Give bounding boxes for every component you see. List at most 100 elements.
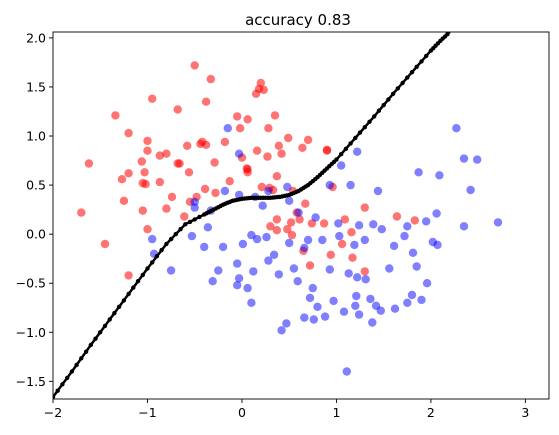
blue-class-point — [166, 266, 176, 275]
blue-class-point — [389, 241, 399, 251]
blue-class-point — [432, 209, 441, 218]
red-class-point — [298, 143, 307, 152]
boundary-marker — [53, 394, 56, 399]
red-class-point — [138, 178, 147, 188]
red-class-point — [264, 124, 273, 133]
red-class-point — [360, 203, 369, 212]
boundary-marker — [116, 304, 122, 309]
boundary-marker — [98, 330, 103, 335]
red-class-point — [287, 230, 297, 240]
red-class-point — [183, 141, 192, 150]
red-class-point — [283, 225, 292, 234]
plot-frame — [52, 31, 550, 400]
boundary-marker — [445, 32, 450, 37]
boundary-marker — [135, 279, 141, 284]
blue-class-point — [354, 221, 364, 230]
boundary-marker — [419, 59, 424, 64]
red-class-point — [410, 216, 419, 225]
red-class-point — [347, 228, 356, 237]
blue-class-point — [190, 197, 199, 206]
boundary-marker — [60, 382, 65, 387]
blue-class-point — [376, 306, 385, 315]
red-class-point — [326, 250, 335, 259]
boundary-marker — [376, 108, 382, 113]
y-tick-label: −0.5 — [16, 276, 46, 291]
blue-class-point — [258, 201, 267, 210]
boundary-marker — [367, 119, 372, 125]
boundary-marker — [168, 236, 174, 242]
blue-class-point — [247, 298, 256, 307]
red-class-point — [277, 149, 286, 158]
blue-class-point — [300, 313, 309, 322]
boundary-marker — [74, 362, 79, 368]
blue-class-point — [187, 231, 197, 241]
blue-class-point — [390, 304, 400, 313]
red-class-point — [272, 226, 282, 235]
blue-class-point — [360, 235, 369, 245]
red-class-point — [77, 208, 86, 217]
boundary-marker — [131, 285, 136, 290]
blue-class-point — [285, 238, 294, 248]
red-class-point — [303, 135, 313, 145]
red-class-point — [196, 139, 205, 149]
red-class-point — [220, 137, 230, 147]
boundary-marker — [343, 146, 349, 151]
red-class-point — [360, 267, 369, 276]
boundary-marker — [121, 298, 127, 303]
red-class-point — [319, 219, 329, 228]
red-class-point — [322, 145, 332, 154]
boundary-marker — [150, 260, 155, 265]
boundary-marker — [187, 219, 193, 225]
blue-class-point — [309, 315, 318, 324]
blue-class-point — [308, 283, 317, 293]
red-class-point — [270, 111, 280, 120]
red-class-point — [190, 61, 199, 70]
boundary-marker — [107, 317, 112, 322]
boundary-marker — [112, 310, 117, 316]
boundary-marker — [381, 102, 386, 108]
red-class-point — [100, 239, 110, 249]
blue-class-point — [459, 222, 469, 231]
boundary-marker — [386, 97, 391, 102]
red-class-point — [252, 146, 262, 155]
blue-class-point — [366, 294, 375, 304]
blue-class-point — [325, 265, 334, 274]
red-class-point — [162, 149, 171, 158]
red-class-point — [272, 215, 282, 224]
red-class-point — [348, 253, 357, 262]
boundary-marker — [192, 217, 197, 222]
boundary-marker — [55, 388, 60, 393]
blue-class-point — [269, 250, 279, 259]
red-class-point — [111, 111, 120, 120]
blue-class-point — [344, 269, 353, 278]
blue-class-point — [369, 220, 378, 229]
red-class-point — [173, 105, 182, 114]
blue-class-point — [238, 239, 248, 249]
blue-class-point — [294, 208, 303, 217]
blue-class-point — [282, 319, 291, 328]
red-class-point — [143, 146, 152, 155]
boundary-marker — [405, 75, 410, 80]
blue-class-point — [311, 213, 320, 222]
blue-class-point — [373, 186, 383, 196]
blue-class-point — [339, 307, 349, 316]
chart-title: accuracy 0.83 — [245, 11, 351, 29]
blue-class-point — [233, 259, 242, 268]
y-tick-label: −1.5 — [16, 374, 46, 389]
blue-class-point — [351, 301, 360, 310]
boundary-marker — [197, 214, 202, 220]
x-tick-label: −1 — [138, 405, 156, 420]
red-class-point — [272, 172, 282, 181]
x-tick-label: 2 — [427, 405, 435, 420]
boundary-marker — [159, 247, 164, 253]
blue-class-point — [361, 275, 370, 284]
red-class-point — [225, 177, 234, 186]
y-tick-label: 1.5 — [26, 79, 46, 94]
red-class-point — [148, 94, 157, 103]
blue-class-point — [218, 242, 228, 252]
boundary-marker — [126, 291, 131, 297]
blue-class-point — [208, 277, 217, 286]
boundary-marker — [93, 336, 98, 341]
blue-class-point — [283, 182, 292, 192]
blue-class-point — [354, 310, 364, 319]
